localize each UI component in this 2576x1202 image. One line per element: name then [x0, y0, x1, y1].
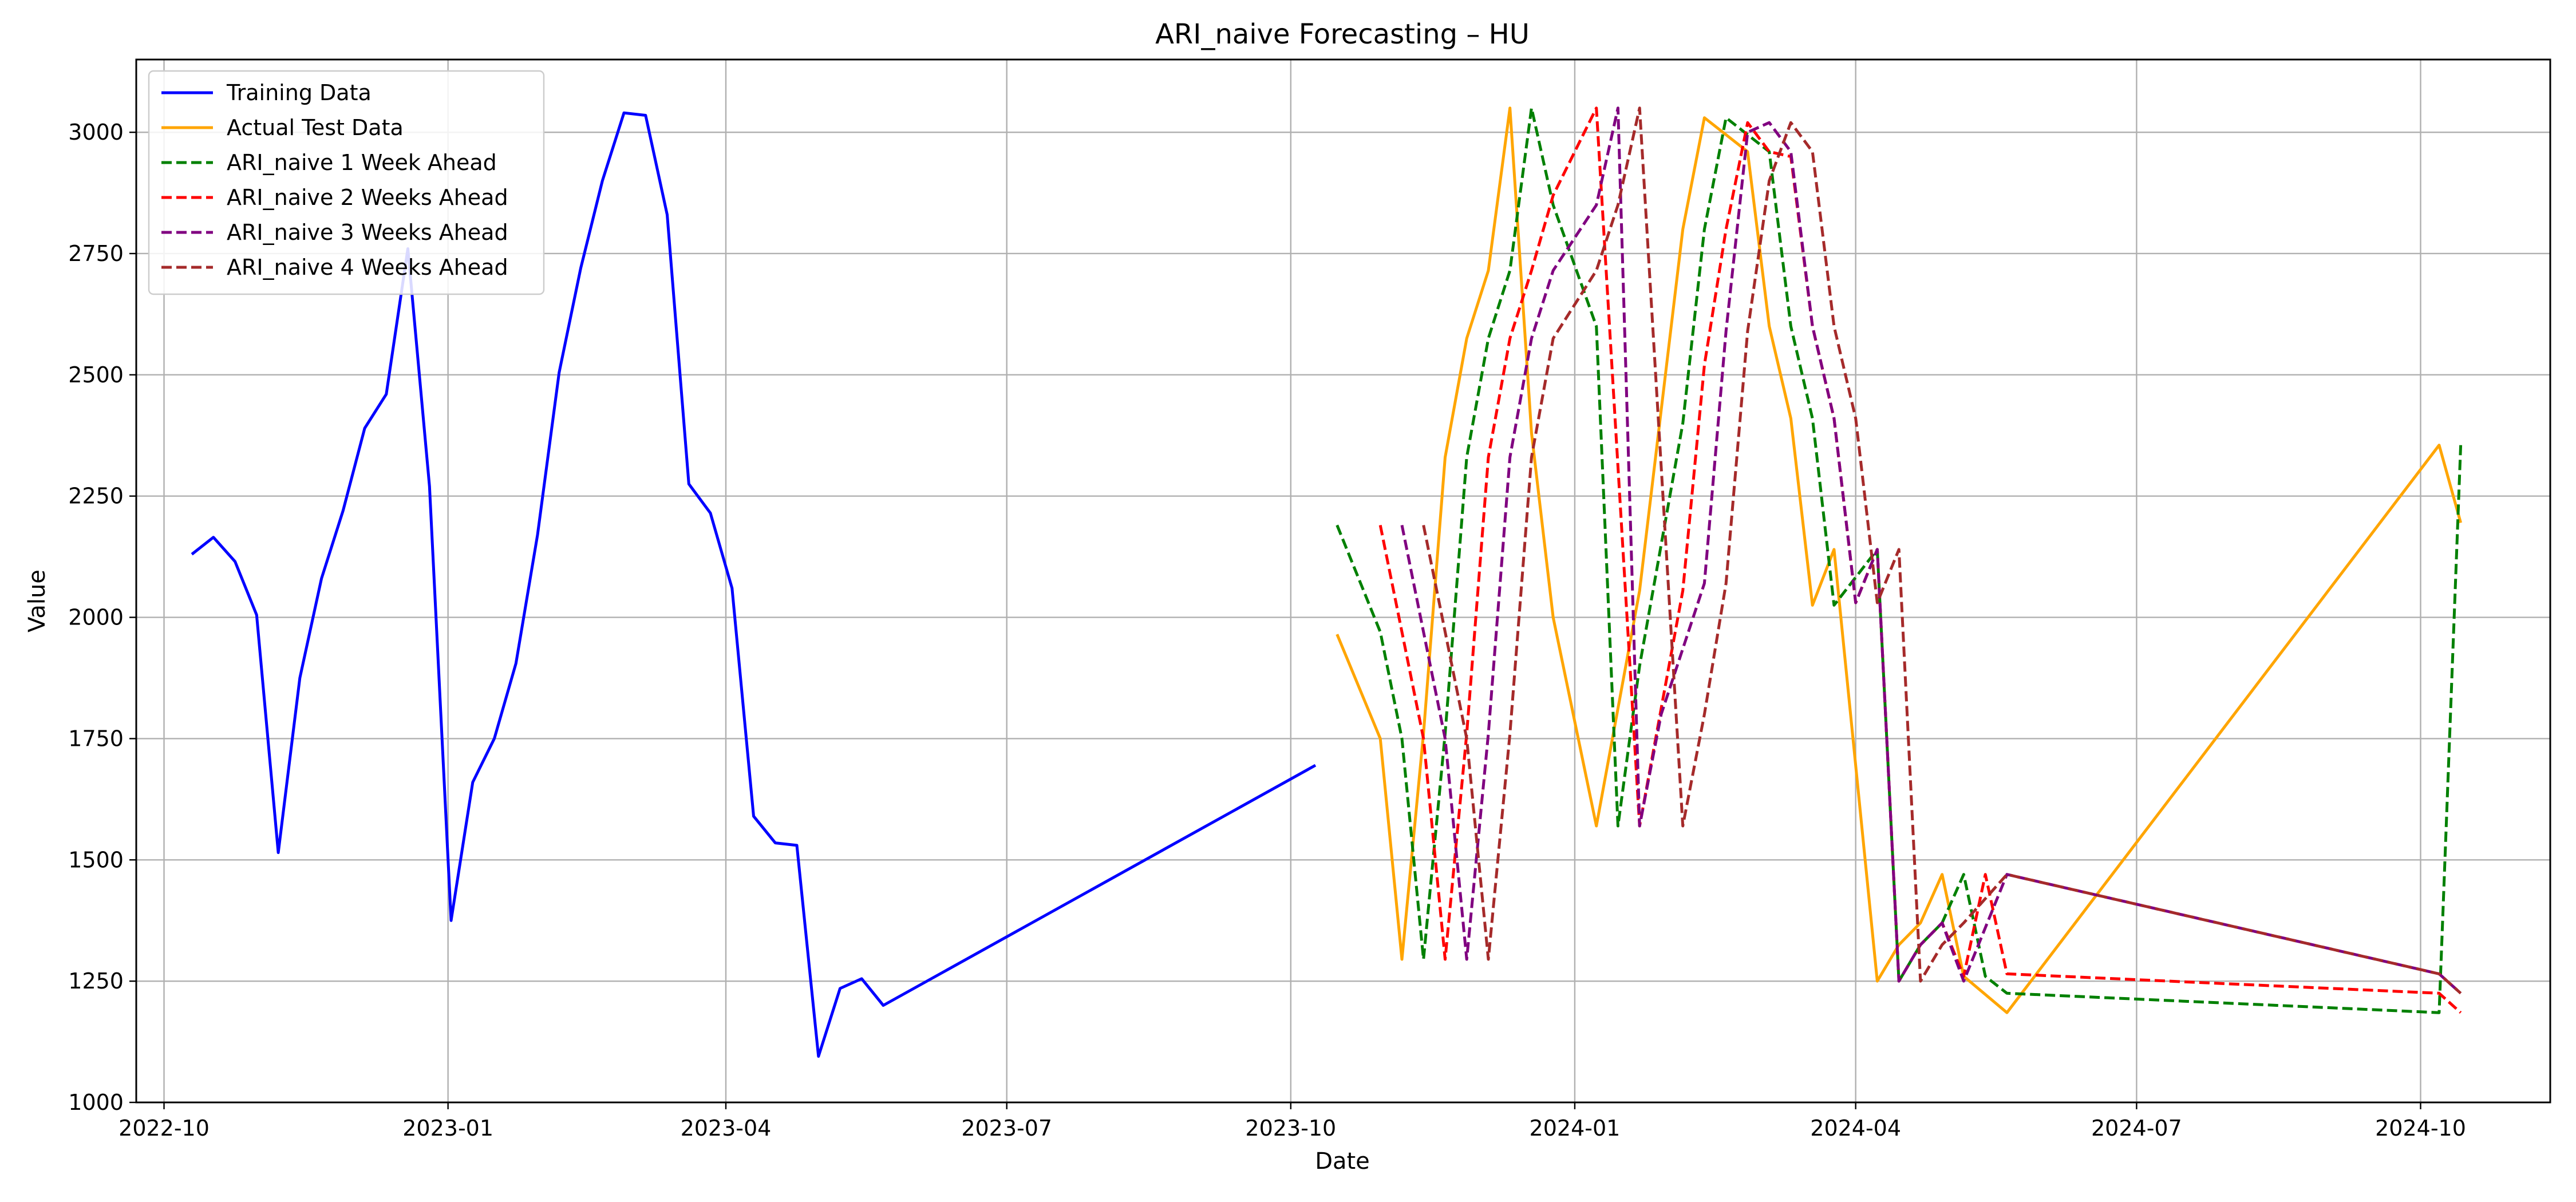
series-line-2 [1336, 106, 2463, 1014]
chart-title: ARI_naive Forecasting – HU [1155, 18, 1530, 50]
legend-label-4: ARI_naive 2 Weeks Ahead [227, 185, 508, 210]
y-tick-label: 1000 [68, 1090, 124, 1115]
y-tick-label: 1250 [68, 968, 124, 994]
series-line-5 [1400, 106, 2462, 995]
x-tick-label: 2022-10 [118, 1116, 210, 1141]
x-tick-label: 2023-10 [1245, 1116, 1336, 1141]
legend: Training Data Actual Test Data ARI_naive 1… [148, 70, 545, 295]
y-axis-label: Value [24, 570, 50, 632]
x-tick-label: 2024-10 [2375, 1116, 2466, 1141]
legend-label-1: Training Data [226, 80, 372, 105]
x-tick-label: 2023-04 [681, 1116, 772, 1141]
x-axis-label: Date [1315, 1148, 1370, 1175]
legend-box [148, 70, 545, 295]
y-tick-label: 1500 [68, 847, 124, 872]
axis-ticks: 2022-10 2023-01 2023-04 2023-07 2023-10 2024-… [68, 120, 2466, 1141]
series-line-3 [1336, 106, 2463, 1014]
series-line-6 [1422, 106, 2462, 995]
y-tick-label: 2750 [68, 241, 124, 266]
y-tick-label: 3000 [68, 120, 124, 145]
y-tick-label: 2000 [68, 605, 124, 630]
series-layer [191, 106, 2463, 1058]
y-tick-label: 1750 [68, 726, 124, 751]
legend-label-3: ARI_naive 1 Week Ahead [227, 150, 497, 175]
x-tick-label: 2023-07 [961, 1116, 1052, 1141]
plot-area-frame [135, 58, 2551, 1104]
x-tick-label: 2024-04 [1810, 1116, 1901, 1141]
x-tick-label: 2023-01 [402, 1116, 493, 1141]
series-line-1 [191, 111, 1317, 1058]
legend-label-5: ARI_naive 3 Weeks Ahead [227, 220, 508, 245]
y-tick-label: 2250 [68, 484, 124, 509]
y-tick-label: 2500 [68, 362, 124, 388]
legend-label-6: ARI_naive 4 Weeks Ahead [227, 255, 508, 280]
x-tick-label: 2024-07 [2091, 1116, 2182, 1141]
legend-label-2: Actual Test Data [227, 115, 404, 140]
x-tick-label: 2024-01 [1530, 1116, 1621, 1141]
